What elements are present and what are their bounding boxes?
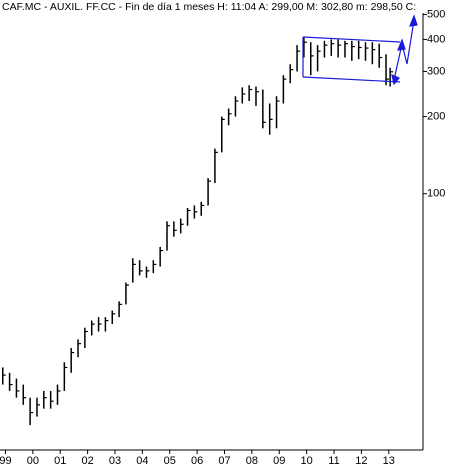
- arrow-head: [397, 38, 406, 51]
- projection-arrow: [393, 19, 415, 81]
- y-tick-label: 300: [427, 65, 445, 77]
- y-tick-label: 500: [427, 8, 445, 20]
- x-tick-label: 08: [246, 455, 258, 467]
- channel-lower: [302, 76, 401, 83]
- x-tick-label: 10: [301, 455, 313, 467]
- arrow-head: [391, 73, 400, 86]
- x-tick-label: 13: [383, 455, 395, 467]
- x-tick-label: 02: [81, 455, 93, 467]
- y-tick-label: 100: [427, 188, 445, 200]
- x-tick-label: 01: [54, 455, 66, 467]
- x-tick-label: 00: [27, 455, 39, 467]
- channel: [302, 14, 418, 86]
- channel-upper: [302, 36, 401, 43]
- chart-title: CAF.MC - AUXIL. FF.CC - Fin de día 1 mes…: [2, 1, 416, 13]
- x-tick-label: 09: [273, 455, 285, 467]
- x-tick-label: 03: [109, 455, 121, 467]
- x-tick-label: 07: [218, 455, 230, 467]
- x-tick-label: 12: [355, 455, 367, 467]
- x-tick-label: 04: [136, 455, 148, 467]
- x-tick-label: 11: [328, 455, 339, 467]
- y-tick-label: 400: [427, 33, 445, 45]
- x-tick-label: 06: [191, 455, 203, 467]
- x-tick-label: 99: [0, 455, 12, 467]
- arrow-head: [409, 14, 418, 27]
- title-box: [0, 0, 425, 13]
- y-tick-label: 200: [427, 110, 445, 122]
- x-tick-label: 05: [164, 455, 176, 467]
- plot-area: [1, 36, 394, 426]
